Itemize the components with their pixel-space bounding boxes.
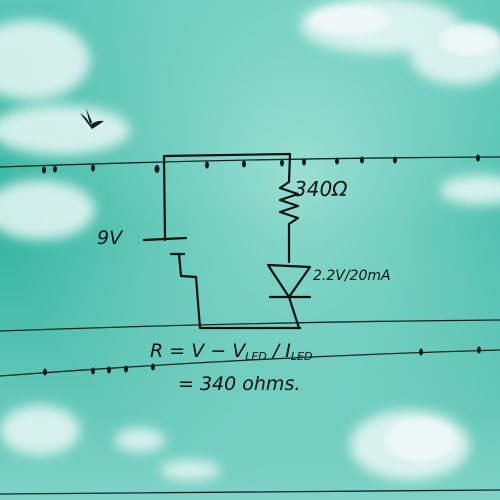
power-line-bottom — [0, 489, 500, 495]
cloud — [440, 175, 500, 205]
formula-line-2: = 340 ohms. — [178, 373, 300, 395]
formula-current-term: / I — [267, 340, 291, 362]
bird — [280, 159, 284, 167]
power-line-lower — [0, 349, 500, 377]
bird — [91, 367, 95, 375]
cloud — [385, 418, 455, 462]
bird — [242, 160, 246, 168]
led-rating-label: 2.2V/20mA — [313, 268, 391, 284]
bird — [107, 366, 111, 374]
cloud — [440, 24, 500, 56]
cloud — [0, 20, 90, 100]
resistor-value-label: 340Ω — [294, 177, 348, 201]
resistor-symbol — [278, 180, 300, 264]
bird — [205, 161, 209, 169]
bird — [302, 158, 306, 166]
power-line-top — [0, 156, 500, 168]
bird — [360, 156, 364, 164]
battery-long-plate — [142, 236, 188, 242]
source-voltage-label: 9V — [97, 227, 124, 249]
cloud — [160, 460, 220, 480]
cloud — [0, 180, 95, 240]
bird — [419, 348, 423, 356]
circuit-wire-right — [287, 295, 301, 330]
bird — [476, 154, 480, 162]
circuit-wire-left — [177, 252, 302, 330]
bird — [91, 164, 95, 172]
circuit-wire-top — [162, 152, 292, 242]
bird — [151, 363, 155, 371]
cloud — [310, 6, 390, 34]
flying-bird — [80, 108, 104, 129]
cloud-highlights — [310, 6, 500, 462]
bird — [393, 156, 397, 164]
bird — [53, 165, 57, 173]
resistance-formula: R = V − VLED / ILED = 340 ohms. — [150, 340, 312, 395]
perched-birds-top — [42, 154, 480, 174]
formula-line-1: R = V − VLED / ILED — [150, 340, 312, 363]
bird — [477, 346, 481, 354]
led-symbol — [266, 263, 312, 299]
formula-r-term: R = V − V — [150, 340, 247, 362]
cloud — [115, 428, 165, 452]
cloud — [0, 105, 130, 155]
formula-subscript-led-v: LED — [245, 350, 267, 363]
bird — [43, 368, 47, 376]
bird — [154, 165, 160, 173]
power-line-middle — [0, 319, 500, 332]
bird — [124, 365, 128, 373]
formula-subscript-led-i: LED — [291, 350, 313, 363]
bird — [335, 157, 339, 165]
perched-birds-lower — [43, 346, 481, 376]
cloud — [0, 405, 80, 455]
circuit-drawing — [142, 152, 312, 330]
power-lines — [0, 156, 500, 495]
bird — [42, 166, 46, 174]
